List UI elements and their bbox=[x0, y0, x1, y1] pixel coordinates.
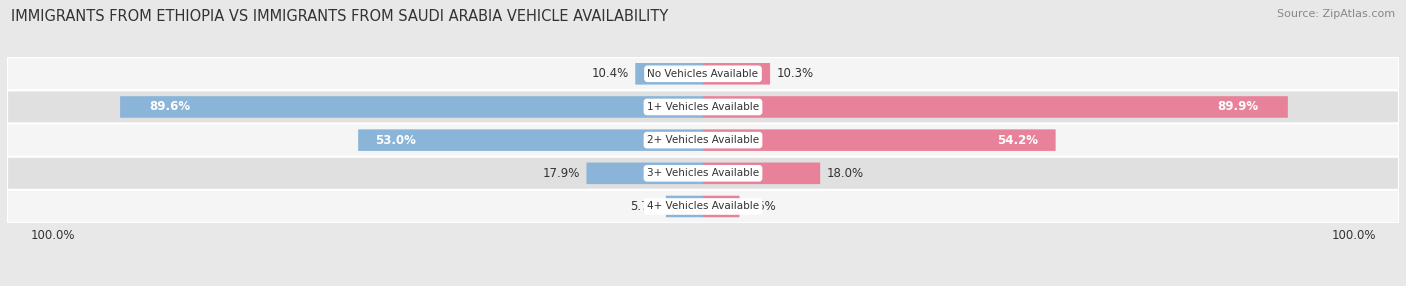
FancyBboxPatch shape bbox=[359, 129, 703, 151]
FancyBboxPatch shape bbox=[703, 196, 740, 217]
Text: 17.9%: 17.9% bbox=[543, 167, 581, 180]
Text: No Vehicles Available: No Vehicles Available bbox=[648, 69, 758, 79]
Text: 54.2%: 54.2% bbox=[997, 134, 1038, 147]
Text: 4+ Vehicles Available: 4+ Vehicles Available bbox=[647, 202, 759, 211]
FancyBboxPatch shape bbox=[703, 162, 820, 184]
FancyBboxPatch shape bbox=[7, 190, 1399, 223]
FancyBboxPatch shape bbox=[120, 96, 703, 118]
FancyBboxPatch shape bbox=[7, 124, 1399, 157]
Text: 5.7%: 5.7% bbox=[630, 200, 659, 213]
FancyBboxPatch shape bbox=[703, 129, 1056, 151]
Text: 10.3%: 10.3% bbox=[776, 67, 814, 80]
FancyBboxPatch shape bbox=[703, 96, 1288, 118]
FancyBboxPatch shape bbox=[636, 63, 703, 85]
FancyBboxPatch shape bbox=[703, 63, 770, 85]
Text: 3+ Vehicles Available: 3+ Vehicles Available bbox=[647, 168, 759, 178]
FancyBboxPatch shape bbox=[586, 162, 703, 184]
Text: 1+ Vehicles Available: 1+ Vehicles Available bbox=[647, 102, 759, 112]
FancyBboxPatch shape bbox=[7, 157, 1399, 190]
Text: Source: ZipAtlas.com: Source: ZipAtlas.com bbox=[1277, 9, 1395, 19]
Text: 53.0%: 53.0% bbox=[375, 134, 416, 147]
FancyBboxPatch shape bbox=[7, 90, 1399, 124]
Text: IMMIGRANTS FROM ETHIOPIA VS IMMIGRANTS FROM SAUDI ARABIA VEHICLE AVAILABILITY: IMMIGRANTS FROM ETHIOPIA VS IMMIGRANTS F… bbox=[11, 9, 668, 23]
Text: 89.9%: 89.9% bbox=[1218, 100, 1258, 114]
Text: 89.6%: 89.6% bbox=[149, 100, 190, 114]
FancyBboxPatch shape bbox=[7, 57, 1399, 90]
Text: 18.0%: 18.0% bbox=[827, 167, 863, 180]
Text: 2+ Vehicles Available: 2+ Vehicles Available bbox=[647, 135, 759, 145]
Text: 10.4%: 10.4% bbox=[592, 67, 628, 80]
FancyBboxPatch shape bbox=[666, 196, 703, 217]
Text: 5.6%: 5.6% bbox=[747, 200, 776, 213]
